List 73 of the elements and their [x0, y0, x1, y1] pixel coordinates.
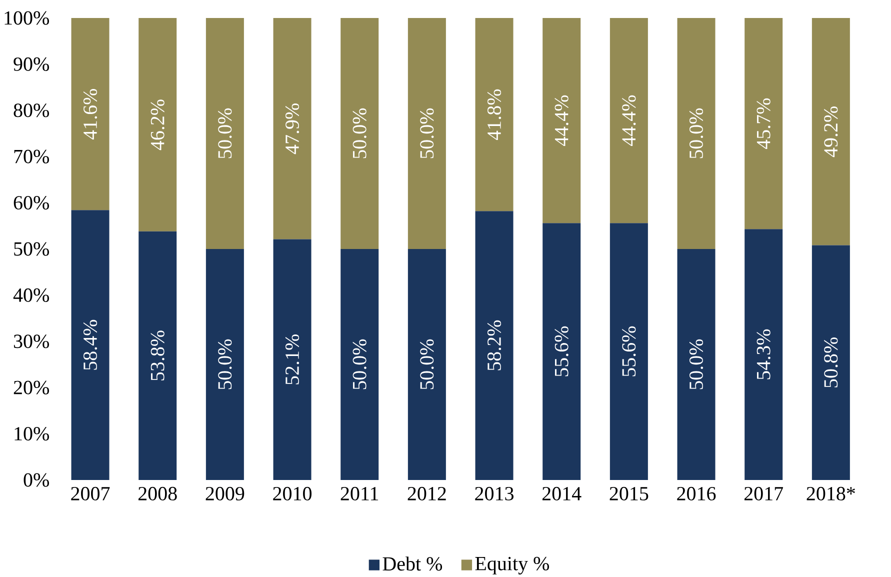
data-label: 44.4%	[622, 95, 636, 146]
data-label: 50.0%	[689, 339, 704, 390]
x-tick-label: 2012	[408, 486, 446, 500]
data-label: 50.8%	[824, 337, 838, 388]
y-tick-label: 60%	[14, 196, 49, 210]
y-tick-label: 80%	[14, 104, 49, 118]
bar	[340, 18, 379, 249]
bar	[542, 18, 581, 224]
data-label: 50.0%	[218, 339, 232, 390]
x-tick-label: 2013	[475, 486, 514, 500]
data-label: 50.0%	[218, 108, 232, 158]
data-label: 41.6%	[83, 88, 98, 140]
bar	[744, 18, 783, 230]
data-label: 49.2%	[824, 106, 838, 158]
data-label: 58.2%	[487, 320, 502, 370]
bar	[812, 245, 850, 480]
data-label: 55.6%	[622, 326, 636, 376]
y-tick-label: 10%	[14, 427, 49, 441]
bar	[610, 223, 648, 480]
legend-label: Equity %	[475, 556, 550, 574]
y-tick-label: 50%	[14, 242, 49, 256]
bar	[273, 18, 312, 240]
bar	[744, 229, 783, 480]
data-label: 50.0%	[420, 108, 434, 158]
data-label: 41.8%	[487, 89, 502, 140]
bar	[475, 211, 514, 480]
data-label: 53.8%	[150, 330, 164, 380]
bar	[408, 248, 446, 480]
data-label: 58.4%	[83, 320, 98, 370]
bar	[542, 223, 581, 480]
data-label: 54.3%	[756, 329, 770, 380]
bar	[206, 18, 244, 249]
y-tick-label: 100%	[4, 11, 49, 25]
bar	[71, 18, 110, 210]
data-label: 44.4%	[554, 95, 568, 146]
y-tick-label: 40%	[13, 288, 49, 302]
x-tick-label: 2015	[610, 486, 648, 500]
bar	[273, 239, 312, 480]
bar	[677, 18, 716, 249]
bar	[677, 248, 716, 480]
data-label: 55.6%	[554, 326, 568, 376]
x-tick-label: 2009	[206, 486, 244, 500]
y-tick-label: 70%	[14, 150, 49, 164]
data-label: 50.0%	[420, 339, 434, 390]
bar	[138, 18, 177, 232]
legend-label: Debt %	[382, 556, 442, 571]
bar	[206, 248, 244, 480]
x-tick-label: 2008	[138, 486, 177, 500]
x-tick-label: 2016	[677, 486, 716, 500]
data-label: 52.1%	[285, 334, 300, 384]
bar	[812, 18, 850, 246]
data-label: 45.7%	[756, 98, 770, 149]
x-tick-label: 2017	[744, 486, 784, 500]
data-label: 50.0%	[689, 108, 704, 158]
data-label: 50.0%	[352, 108, 366, 158]
bar	[408, 18, 446, 249]
bar	[340, 248, 379, 480]
x-tick-label: 2010	[273, 486, 312, 500]
y-tick-label: 90%	[14, 57, 49, 71]
x-tick-label: 2018*	[806, 486, 855, 500]
data-label: 50.0%	[352, 339, 366, 390]
bar	[71, 210, 110, 480]
y-tick-label: 0%	[24, 473, 49, 487]
bar	[138, 231, 177, 480]
data-label: 46.2%	[150, 100, 164, 150]
x-tick-label: 2014	[542, 486, 582, 500]
bar	[610, 18, 648, 224]
y-tick-label: 20%	[14, 380, 49, 394]
x-tick-label: 2007	[71, 486, 110, 500]
y-tick-label: 30%	[14, 334, 49, 348]
x-tick-label: 2011	[340, 486, 378, 500]
bar	[475, 18, 514, 212]
data-label: 47.9%	[285, 103, 300, 154]
